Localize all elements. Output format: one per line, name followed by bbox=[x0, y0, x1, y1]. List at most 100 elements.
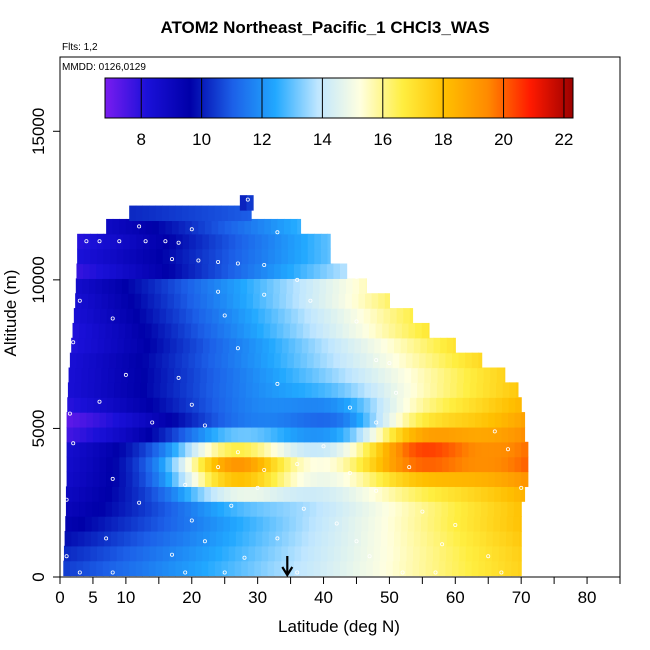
heatmap-cell bbox=[520, 501, 522, 517]
heatmap-cell bbox=[514, 456, 522, 473]
sample-point bbox=[176, 375, 181, 380]
heatmap-cell bbox=[114, 382, 122, 398]
heatmap-cell bbox=[106, 441, 114, 458]
heatmap-cell bbox=[247, 263, 255, 279]
heatmap-cell bbox=[362, 486, 370, 502]
heatmap-cell bbox=[65, 486, 74, 502]
heatmap-cell bbox=[209, 337, 217, 354]
sample-point bbox=[77, 570, 82, 575]
heatmap-cell bbox=[171, 322, 179, 339]
heatmap-cell bbox=[486, 530, 494, 547]
heatmap-cell bbox=[158, 456, 167, 473]
heatmap-cell bbox=[64, 530, 72, 547]
heatmap-cell bbox=[224, 322, 232, 339]
heatmap-cell bbox=[461, 486, 469, 502]
heatmap-cell bbox=[447, 516, 455, 532]
heatmap-cell bbox=[257, 441, 265, 458]
heatmap-cell bbox=[274, 560, 282, 577]
heatmap-cell bbox=[465, 560, 473, 577]
heatmap-cell bbox=[177, 486, 186, 502]
heatmap-cell bbox=[173, 293, 182, 309]
heatmap-cell bbox=[436, 397, 444, 413]
heatmap-cell bbox=[214, 278, 222, 294]
heatmap-cell bbox=[109, 263, 117, 279]
heatmap-cell bbox=[231, 456, 239, 473]
heatmap-cell bbox=[141, 278, 149, 294]
heatmap-cell bbox=[340, 352, 348, 369]
heatmap-cell bbox=[304, 397, 312, 413]
heatmap-cell bbox=[277, 441, 285, 458]
heatmap-cell bbox=[237, 456, 246, 473]
heatmap-cell bbox=[363, 441, 371, 458]
heatmap-cell bbox=[409, 308, 414, 324]
heatmap-cell bbox=[401, 322, 410, 339]
heatmap-cell bbox=[341, 516, 350, 532]
heatmap-cell bbox=[170, 530, 178, 547]
heatmap-cell bbox=[106, 412, 114, 428]
sample-point bbox=[387, 361, 392, 366]
heatmap-cell bbox=[309, 322, 317, 339]
heatmap-cell bbox=[132, 426, 140, 443]
heatmap-cell bbox=[271, 308, 279, 324]
heatmap-cell bbox=[291, 308, 299, 324]
heatmap-cell bbox=[428, 501, 436, 517]
heatmap-cell bbox=[386, 545, 394, 562]
heatmap-cell bbox=[316, 501, 324, 517]
heatmap-cell bbox=[478, 352, 483, 369]
heatmap-cell bbox=[467, 501, 475, 517]
heatmap-cell bbox=[274, 263, 282, 279]
heatmap-cell bbox=[208, 545, 217, 562]
heatmap-cell bbox=[329, 322, 337, 339]
sample-point bbox=[67, 411, 72, 416]
sample-point bbox=[354, 274, 359, 279]
heatmap-cell bbox=[253, 293, 261, 309]
heatmap-cell bbox=[260, 263, 269, 279]
heatmap-cell bbox=[182, 545, 190, 562]
heatmap-cell bbox=[263, 322, 271, 339]
heatmap-cell bbox=[172, 471, 180, 487]
heatmap-cell bbox=[119, 412, 127, 428]
heatmap-cell bbox=[407, 516, 416, 532]
heatmap-cell bbox=[97, 337, 105, 354]
heatmap-cell bbox=[98, 501, 107, 517]
heatmap-cell bbox=[323, 471, 331, 487]
heatmap-cell bbox=[508, 441, 516, 458]
heatmap-cell bbox=[81, 382, 89, 398]
heatmap-cell bbox=[180, 293, 188, 309]
heatmap-cell bbox=[228, 352, 236, 369]
heatmap-cell bbox=[228, 545, 236, 562]
marker-head bbox=[281, 566, 294, 578]
heatmap-cell bbox=[303, 486, 311, 502]
sample-point bbox=[110, 316, 115, 321]
heatmap-cell bbox=[121, 293, 129, 309]
heatmap-cell bbox=[277, 412, 285, 428]
heatmap-cell bbox=[432, 545, 441, 562]
heatmap-cell bbox=[178, 441, 186, 458]
heatmap-cell bbox=[102, 560, 111, 577]
heatmap-cell bbox=[384, 293, 391, 309]
heatmap-cell bbox=[255, 233, 263, 250]
heatmap-cell bbox=[125, 501, 133, 517]
heatmap-cell bbox=[305, 367, 313, 383]
heatmap-cell bbox=[463, 367, 472, 383]
heatmap-cell bbox=[65, 501, 74, 517]
heatmap-cell bbox=[136, 545, 144, 562]
heatmap-cell bbox=[258, 382, 267, 398]
heatmap-cell bbox=[208, 560, 216, 577]
heatmap-cell bbox=[162, 205, 170, 222]
heatmap-cell bbox=[396, 441, 404, 458]
heatmap-cell bbox=[282, 530, 290, 547]
heatmap-cell bbox=[217, 486, 225, 502]
heatmap-cell bbox=[459, 530, 468, 547]
heatmap-cell bbox=[224, 486, 232, 502]
heatmap-cell bbox=[257, 218, 265, 235]
heatmap-cell bbox=[314, 248, 322, 265]
heatmap-row bbox=[75, 278, 367, 294]
heatmap-cell bbox=[340, 263, 348, 279]
heatmap-cell bbox=[366, 352, 374, 369]
heatmap-cell bbox=[250, 501, 258, 517]
heatmap-cell bbox=[207, 278, 215, 294]
sample-point bbox=[519, 485, 524, 490]
x-tick-label: 70 bbox=[512, 588, 531, 607]
heatmap-cell bbox=[133, 382, 141, 398]
